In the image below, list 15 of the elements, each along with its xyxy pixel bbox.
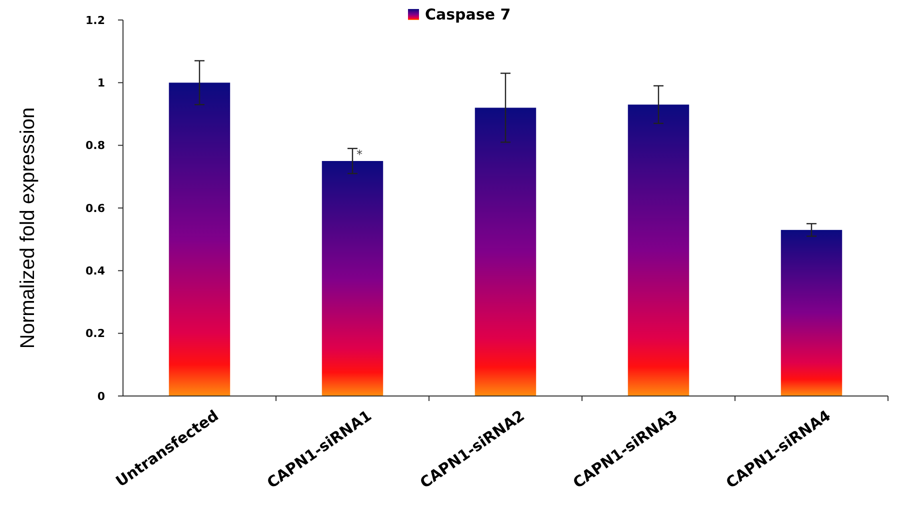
y-axis-title: Normalized fold expression bbox=[17, 107, 39, 349]
y-tick-label: 0.6 bbox=[86, 202, 106, 215]
legend-label: Caspase 7 bbox=[425, 6, 511, 24]
bar bbox=[780, 230, 842, 396]
annotation: * bbox=[356, 148, 362, 162]
bar bbox=[322, 161, 384, 396]
y-tick-label: 0.4 bbox=[86, 264, 106, 278]
y-tick-label: 1 bbox=[97, 76, 105, 90]
bar bbox=[628, 104, 690, 396]
bar bbox=[168, 82, 230, 396]
y-tick-label: 0.8 bbox=[86, 139, 105, 152]
y-tick-label: 0 bbox=[97, 390, 106, 403]
y-tick-label: 1.2 bbox=[86, 14, 105, 27]
y-tick-label: 0.2 bbox=[86, 327, 105, 340]
bar bbox=[474, 108, 536, 396]
